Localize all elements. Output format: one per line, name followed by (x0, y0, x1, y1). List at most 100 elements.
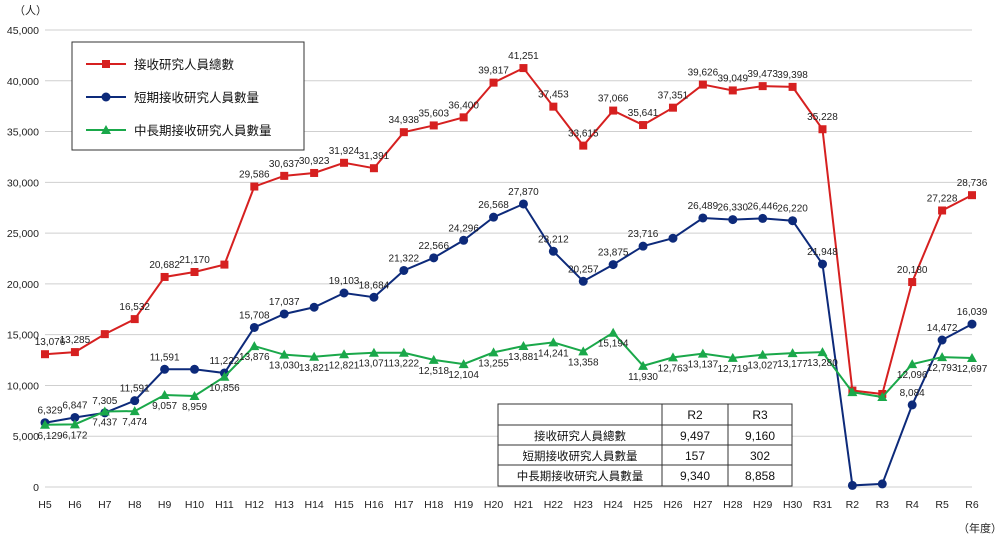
data-label: 9,057 (152, 401, 177, 412)
data-label: 27,870 (508, 187, 539, 198)
legend-label-long: 中長期接收研究人員數量 (134, 123, 272, 138)
data-point (609, 106, 618, 115)
data-label: 13,285 (60, 335, 91, 346)
x-tick-label: H20 (484, 499, 503, 511)
y-tick-label: 15,000 (7, 330, 39, 342)
x-tick-label: H6 (68, 499, 82, 511)
x-tick-label: R3 (876, 499, 890, 511)
data-label: 13,027 (747, 361, 778, 372)
data-point (757, 349, 768, 359)
axes: （人） （年度） 0 5,000 10,000 15,000 20,000 25,000 3… (7, 4, 1000, 535)
x-tick-label: H24 (604, 499, 623, 511)
series-line-1 (44, 202, 973, 487)
data-point (250, 182, 259, 191)
data-label: 20,682 (149, 260, 180, 271)
data-label: 12,793 (927, 363, 958, 374)
data-label: 39,049 (717, 73, 748, 84)
x-tick-label: H18 (424, 499, 443, 511)
data-label: 21,322 (389, 253, 420, 264)
data-label: 39,473 (747, 69, 778, 80)
data-point (668, 103, 677, 112)
data-label: 26,568 (478, 200, 509, 211)
data-point (399, 265, 409, 275)
data-point (668, 233, 678, 243)
series-line-2 (44, 331, 973, 426)
data-label: 19,103 (329, 276, 360, 287)
series-lines (40, 64, 977, 490)
data-point (518, 199, 528, 209)
data-label: 30,637 (269, 159, 300, 170)
legend-circle-marker (101, 92, 111, 102)
data-label: 39,626 (688, 68, 719, 79)
data-point (280, 171, 289, 180)
data-label: 12,096 (897, 370, 928, 381)
table-cell: 9,160 (745, 429, 775, 443)
x-tick-label: H25 (633, 499, 652, 511)
data-label: 13,076 (35, 337, 66, 348)
data-label: 10,856 (209, 383, 240, 394)
x-tick-label: H19 (454, 499, 473, 511)
data-point (189, 391, 200, 401)
data-label: 12,821 (329, 360, 360, 371)
x-tick-label: H11 (215, 499, 234, 511)
data-point (968, 191, 976, 200)
x-tick-label: H23 (574, 499, 593, 511)
table-header-r2: R2 (687, 408, 703, 422)
series-line-0 (44, 66, 973, 396)
data-label: 23,716 (628, 229, 659, 240)
x-tick-label: R4 (905, 499, 919, 511)
legend-label-short: 短期接收研究人員數量 (134, 90, 259, 105)
data-label: 33,615 (568, 129, 599, 140)
data-point (638, 360, 649, 370)
data-point (279, 309, 289, 319)
data-point (99, 406, 110, 416)
data-label: 7,305 (92, 396, 117, 407)
data-point (608, 327, 619, 337)
data-label: 22,566 (418, 241, 449, 252)
data-label: 13,222 (389, 359, 420, 370)
data-point (519, 64, 528, 73)
data-label: 6,329 (37, 406, 62, 417)
data-point (369, 292, 379, 302)
data-point (847, 480, 857, 490)
data-label: 12,518 (418, 366, 449, 377)
data-label: 13,030 (269, 361, 300, 372)
data-label: 37,066 (598, 94, 629, 105)
data-label: 23,212 (538, 234, 569, 245)
data-point (489, 78, 498, 87)
data-point (667, 352, 678, 362)
data-point (190, 364, 200, 374)
x-tick-label: H29 (753, 499, 772, 511)
x-tick-label: H26 (663, 499, 682, 511)
data-point (309, 351, 320, 361)
data-point (160, 364, 170, 374)
x-tick-label: H14 (304, 499, 323, 511)
data-point (459, 235, 469, 245)
data-point (339, 349, 350, 359)
data-label: 26,489 (688, 201, 719, 212)
data-point (698, 213, 708, 223)
data-point (310, 168, 319, 177)
data-label: 26,446 (747, 201, 778, 212)
data-point (489, 212, 499, 222)
data-point (69, 419, 80, 429)
data-point (728, 215, 738, 225)
data-point (368, 347, 379, 357)
table-cell: 8,858 (745, 469, 775, 483)
data-point (459, 113, 468, 122)
data-point (41, 350, 49, 359)
data-point (369, 164, 378, 173)
y-tick-label: 35,000 (7, 127, 39, 139)
data-label: 41,251 (508, 51, 539, 62)
data-label: 16,532 (119, 302, 150, 313)
data-label: 20,257 (568, 264, 599, 275)
data-point (937, 352, 948, 362)
data-point (728, 86, 737, 95)
legend-triangle-marker (101, 125, 111, 134)
data-label: 31,924 (329, 146, 360, 157)
data-point (967, 353, 977, 363)
data-label: 7,437 (92, 417, 117, 428)
x-tick-label: H28 (723, 499, 742, 511)
